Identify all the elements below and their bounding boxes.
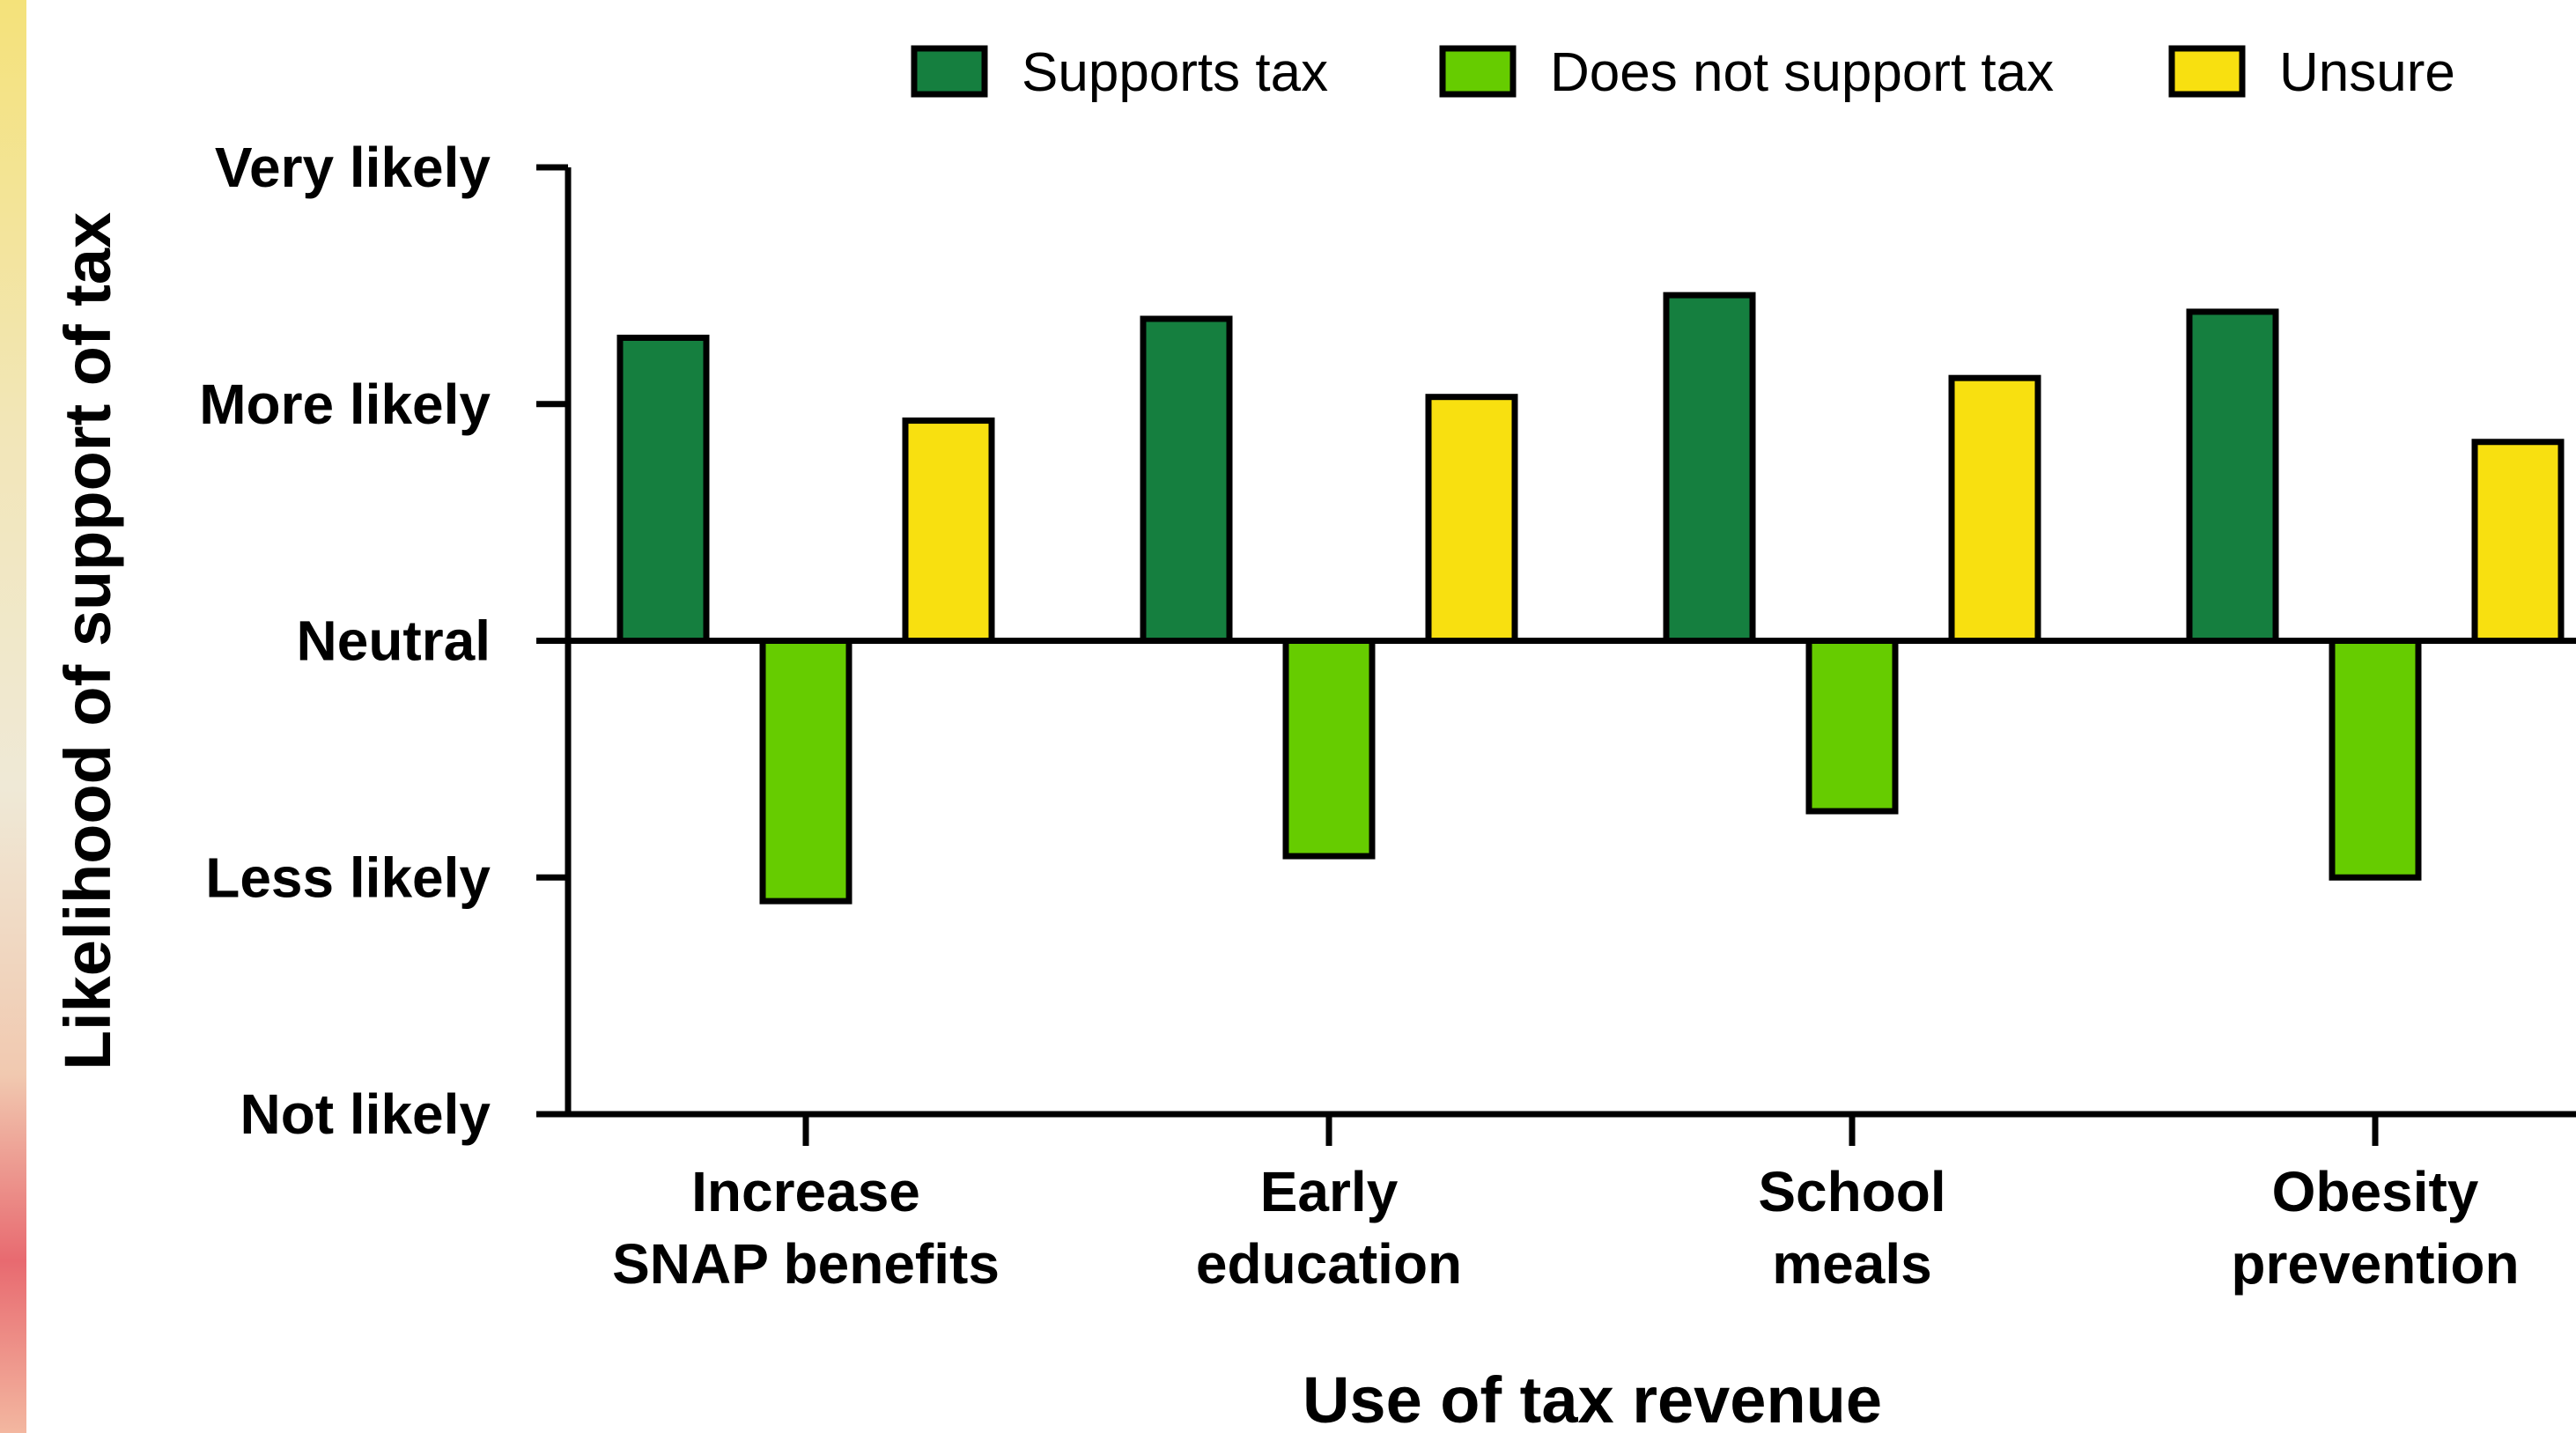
legend-label: Unsure	[2279, 42, 2455, 103]
left-edge-strip	[0, 0, 26, 1433]
axes	[536, 164, 2576, 1146]
y-tick-label: Neutral	[297, 609, 491, 673]
legend-swatch-does-not-support-tax	[1439, 45, 1517, 98]
bar-unsure-2	[1425, 394, 1518, 644]
bars	[616, 292, 2565, 905]
legend-swatch-supports-tax	[911, 45, 988, 98]
bar-supports-tax-1	[616, 335, 710, 644]
bar-unsure-4	[2471, 439, 2565, 644]
y-tick-label: More likely	[199, 373, 491, 436]
y-tick-label: Very likely	[215, 136, 491, 199]
y-axis-title: Likelihood of support of tax	[51, 212, 124, 1070]
bar-does-not-support-tax-4	[2329, 638, 2422, 881]
bar-supports-tax-3	[1663, 292, 1756, 644]
x-category-label: School meals	[1758, 1160, 1945, 1296]
legend-label: Supports tax	[1022, 42, 1328, 103]
bar-unsure-3	[1948, 374, 2041, 644]
bar-supports-tax-2	[1140, 315, 1233, 644]
bar-does-not-support-tax-2	[1282, 638, 1376, 860]
labels: Not likely Less likely Neutral More likely V…	[51, 136, 2520, 1433]
legend-label: Does not support tax	[1550, 42, 2054, 103]
y-tick-label: Not likely	[240, 1082, 491, 1146]
y-tick-label: Less likely	[205, 846, 491, 909]
bar-does-not-support-tax-1	[759, 638, 853, 905]
legend: Supports tax Does not support tax Unsure	[911, 42, 2455, 103]
x-category-label: Early education	[1196, 1160, 1462, 1296]
x-category-label: Obesity prevention	[2231, 1160, 2519, 1296]
bar-does-not-support-tax-3	[1805, 638, 1899, 815]
bar-unsure-1	[902, 417, 995, 644]
x-category-label: Increase SNAP benefits	[612, 1160, 1000, 1296]
x-axis-title: Use of tax revenue	[1303, 1363, 1882, 1433]
bar-supports-tax-4	[2186, 308, 2279, 644]
legend-swatch-unsure	[2168, 45, 2246, 98]
